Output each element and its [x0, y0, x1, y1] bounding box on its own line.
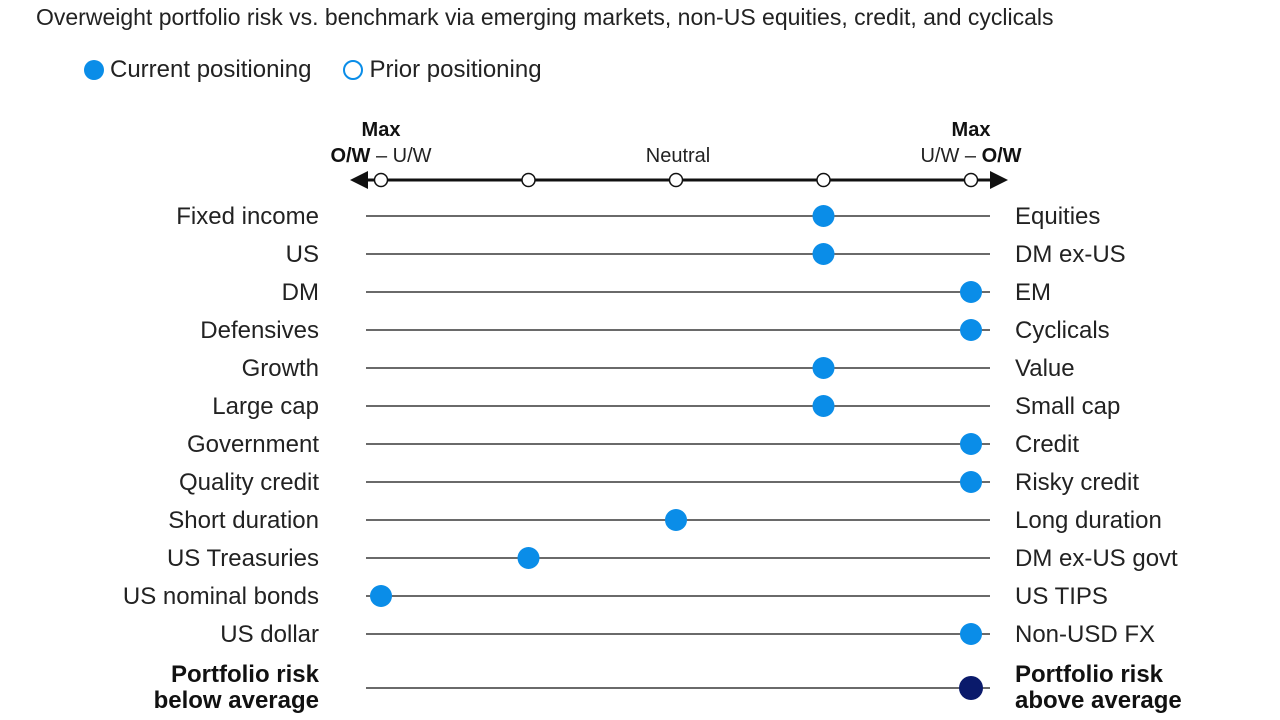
row-left-label: Fixed income — [176, 203, 319, 230]
row-4: Growth Value — [242, 355, 1075, 382]
chart-title: Overweight portfolio risk vs. benchmark … — [36, 4, 1054, 30]
row-right-label: DM ex-US — [1015, 241, 1126, 268]
legend-item-prior: Prior positioning — [343, 56, 542, 84]
row-9: US Treasuries DM ex-US govt — [167, 545, 1178, 572]
scale-right-uw-label: U/W – — [920, 145, 981, 167]
right-arrow-icon — [990, 171, 1008, 189]
portfolio-risk-left-line1: Portfolio risk — [171, 661, 320, 688]
row-right-label: Long duration — [1015, 507, 1162, 534]
row-left-label: US dollar — [220, 621, 319, 648]
row-0: Fixed income Equities — [176, 203, 1100, 230]
current-position-marker — [665, 509, 687, 531]
row-right-label: Equities — [1015, 203, 1100, 230]
scale-left-ow-label: O/W — [330, 145, 370, 167]
row-right-label: DM ex-US govt — [1015, 545, 1178, 572]
row-left-label: Growth — [242, 355, 319, 382]
row-left-label: DM — [282, 279, 319, 306]
current-position-marker — [960, 471, 982, 493]
row-left-label: Large cap — [212, 393, 319, 420]
scale-tick-5 — [963, 172, 979, 188]
current-position-marker — [812, 243, 835, 265]
scale-right-ow-label: O/W — [982, 145, 1022, 167]
scale-tick-4 — [816, 172, 831, 188]
portfolio-risk-marker — [959, 676, 983, 700]
portfolio-risk-right-line2: above average — [1015, 687, 1182, 714]
chart-rows: Fixed income Equities US DM ex-US DM EM Defens… — [123, 203, 1182, 714]
row-left-label: Government — [187, 431, 319, 458]
prior-positioning-marker-icon — [343, 60, 364, 80]
current-position-marker — [370, 585, 392, 607]
portfolio-risk-right-line1: Portfolio risk — [1015, 661, 1164, 688]
current-positioning-marker-icon — [84, 60, 104, 80]
row-8: Short duration Long duration — [168, 507, 1162, 534]
row-right-label: US TIPS — [1015, 583, 1108, 610]
scale-left-direction-label: O/W – U/W — [330, 145, 431, 167]
row-right-label: Non-USD FX — [1015, 621, 1155, 648]
scale-tick-1 — [373, 172, 389, 188]
scale-right-max-label: Max — [952, 119, 991, 141]
legend-prior-label: Prior positioning — [369, 56, 542, 83]
row-11: US dollar Non-USD FX — [220, 621, 1155, 648]
scale-right-direction-label: U/W – O/W — [920, 145, 1021, 167]
row-left-label: Short duration — [168, 507, 319, 534]
row-7: Quality credit Risky credit — [179, 469, 1139, 496]
row-right-label: Small cap — [1015, 393, 1120, 420]
row-right-label: Cyclicals — [1015, 317, 1110, 344]
row-10: US nominal bonds US TIPS — [123, 583, 1108, 610]
row-right-label: Value — [1015, 355, 1075, 382]
scale-axis — [350, 171, 1008, 189]
legend: Current positioning Prior positioning — [84, 56, 574, 84]
row-5: Large cap Small cap — [212, 393, 1120, 420]
portfolio-risk-left-line2: below average — [154, 687, 319, 714]
scale-tick-2 — [521, 172, 536, 188]
current-position-marker — [812, 395, 835, 417]
current-position-marker — [960, 623, 982, 645]
scale-header: Max O/W – U/W Neutral Max U/W – O/W — [330, 119, 1021, 167]
row-6: Government Credit — [187, 431, 1079, 458]
row-left-label: US — [286, 241, 319, 268]
current-position-marker — [517, 547, 540, 569]
row-left-label: Defensives — [200, 317, 319, 344]
row-right-label: EM — [1015, 279, 1051, 306]
row-3: Defensives Cyclicals — [200, 317, 1109, 344]
row-right-label: Risky credit — [1015, 469, 1139, 496]
left-arrow-icon — [350, 171, 368, 189]
row-1: US DM ex-US — [286, 241, 1126, 268]
row-right-label: Credit — [1015, 431, 1079, 458]
scale-left-max-label: Max — [362, 119, 401, 141]
current-position-marker — [960, 281, 982, 303]
current-position-marker — [812, 357, 835, 379]
legend-current-label: Current positioning — [110, 56, 312, 83]
legend-item-current: Current positioning — [84, 56, 311, 84]
scale-left-uw-label: – U/W — [370, 145, 431, 167]
scale-tick-3 — [668, 172, 684, 188]
current-position-marker — [960, 433, 982, 455]
row-2: DM EM — [282, 279, 1051, 306]
current-position-marker — [812, 205, 835, 227]
current-position-marker — [960, 319, 982, 341]
row-left-label: Quality credit — [179, 469, 319, 496]
row-left-label: US Treasuries — [167, 545, 319, 572]
row-left-label: US nominal bonds — [123, 583, 319, 610]
scale-neutral-label: Neutral — [646, 145, 710, 167]
